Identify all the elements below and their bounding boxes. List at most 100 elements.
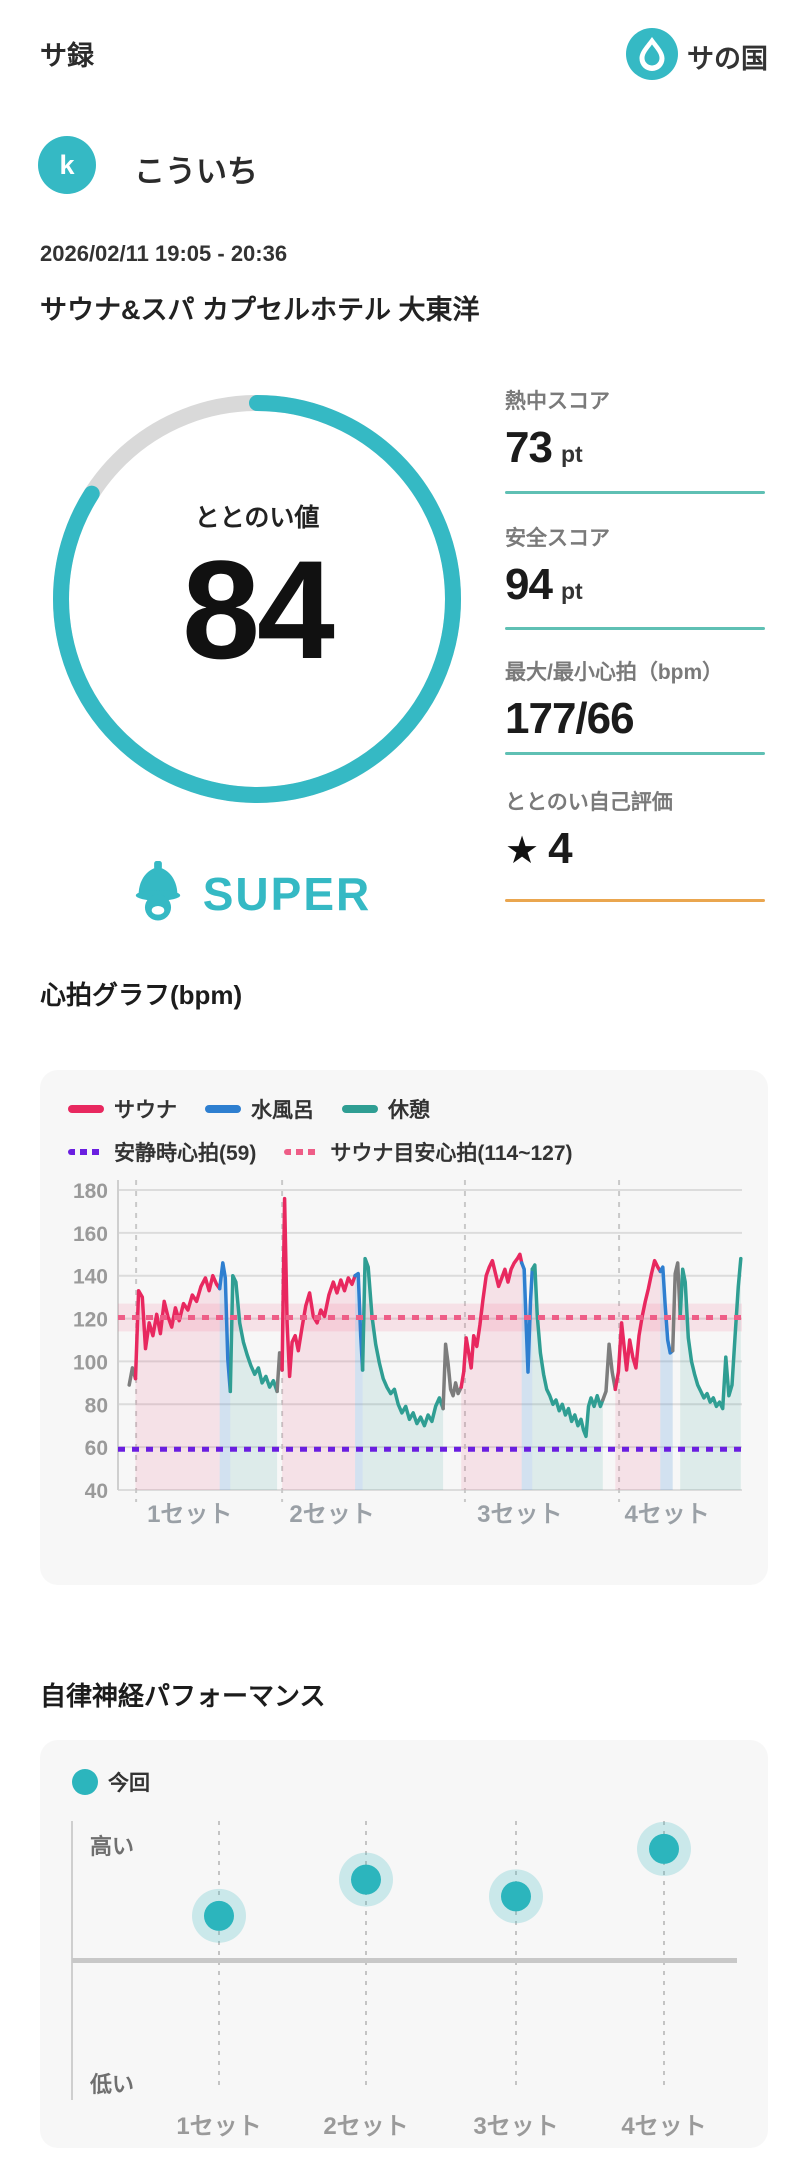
ytick-180: 180	[73, 1180, 108, 1203]
ytick-100: 100	[73, 1351, 108, 1374]
series-rest-11	[530, 1263, 605, 1439]
ytick-40: 40	[85, 1480, 108, 1503]
legend-guide-1-label: サウナ目安心拍(114~127)	[330, 1142, 573, 1165]
xlabel-set-1: 1セット	[147, 1501, 232, 1528]
dot-set-4	[649, 1833, 679, 1864]
area-rest-7	[362, 1258, 444, 1490]
xlabel-set-3: 3セット	[473, 2113, 558, 2140]
area-sauna-9	[461, 1254, 522, 1490]
stat-value-row: 73 pt	[505, 423, 765, 473]
legend-current: 今回	[72, 1767, 150, 1797]
legend-guide-0: 安静時心拍(59)	[68, 1137, 256, 1167]
stat-block-0: 熱中スコア 73 pt	[505, 385, 765, 494]
stat-value-row: 177/66	[505, 694, 765, 744]
star-icon: ★	[505, 830, 540, 872]
heart-rate-guide-legend: 安静時心拍(59) サウナ目安心拍(114~127)	[68, 1137, 573, 1167]
series-transition-12	[601, 1342, 618, 1402]
legend-current-label: 今回	[108, 1772, 150, 1795]
series-water-14	[658, 1265, 675, 1355]
session-datetime: 2026/02/11 19:05 - 20:36	[40, 241, 288, 266]
dot-set-2	[351, 1864, 381, 1895]
rating-row: SUPER	[55, 860, 445, 927]
stat-block-2: 最大/最小心拍（bpm） 177/66	[505, 656, 765, 755]
series-transition-15	[670, 1261, 682, 1353]
area-sauna-1	[135, 1275, 220, 1490]
area-sauna-5	[282, 1198, 356, 1490]
stat-value-row: 94 pt	[505, 560, 765, 610]
stat-label: 熱中スコア	[505, 390, 610, 413]
stat-value: 177/66	[505, 694, 635, 743]
legend-series-0-label: サウナ	[114, 1099, 177, 1122]
rating-text: SUPER	[202, 867, 372, 920]
autonomic-card: 今回 高い低い 1セット 2セット 3セット 4セット	[40, 1740, 768, 2148]
avatar-initial: k	[59, 149, 75, 180]
series-rest-16	[678, 1256, 743, 1411]
series-transition-8	[441, 1342, 463, 1411]
dot-set-3	[501, 1881, 531, 1912]
series-sauna-13	[613, 1258, 663, 1392]
xlabel-set-1: 1セット	[176, 2113, 261, 2140]
area-water-6	[355, 1273, 363, 1490]
stat-block-1: 安全スコア 94 pt	[505, 522, 765, 630]
legend-series-2-label: 休憩	[388, 1099, 430, 1122]
series-water-10	[519, 1261, 535, 1374]
series-rest-7	[360, 1256, 445, 1428]
avatar[interactable]: k	[38, 136, 96, 194]
series-sauna-1	[133, 1273, 222, 1381]
ytick-60: 60	[85, 1437, 108, 1460]
logo-text: サの国	[687, 44, 768, 74]
gauge-label: ととのい値	[194, 504, 320, 532]
ylabel-low: 低い	[89, 2072, 134, 2097]
stat-block-3: ととのい自己評価 ★ 4	[505, 786, 765, 902]
area-sauna-13	[615, 1260, 661, 1490]
section-title-autonomic: 自律神経パフォーマンス	[40, 1681, 326, 1711]
area-rest-11	[532, 1265, 603, 1490]
series-water-2	[217, 1261, 233, 1394]
stat-unit: pt	[560, 578, 583, 604]
stat-label: 安全スコア	[505, 527, 610, 550]
sauna-hat-icon	[129, 860, 187, 927]
legend-series-1-swatch	[205, 1105, 241, 1113]
legend-series-2: 休憩	[342, 1094, 430, 1124]
legend-guide-1: サウナ目安心拍(114~127)	[284, 1137, 573, 1167]
area-water-14	[660, 1267, 673, 1490]
autonomic-legend: 今回	[72, 1767, 150, 1797]
xlabel-set-2: 2セット	[323, 2113, 408, 2140]
heart-rate-chart: 180 160 140 120 100 80 60 40 1セット 2セット 3セット 4セット	[73, 1180, 743, 1528]
xlabel-set-4: 4セット	[621, 2113, 706, 2140]
sanokuni-logo[interactable]: サの国	[626, 28, 768, 85]
stat-label: 最大/最小心拍（bpm）	[505, 661, 724, 684]
area-rest-16	[680, 1258, 741, 1490]
stat-value: 73	[505, 423, 553, 472]
series-rest-3	[228, 1273, 279, 1394]
legend-series-1-label: 水風呂	[251, 1099, 314, 1122]
dot-set-1	[204, 1900, 234, 1931]
stat-unit: pt	[560, 441, 583, 467]
xlabel-set-2: 2セット	[289, 1501, 374, 1528]
stat-value: 94	[505, 560, 553, 609]
ylabel-high: 高い	[90, 1834, 134, 1859]
heart-rate-legend: サウナ 水風呂 休憩	[68, 1094, 430, 1124]
ytick-80: 80	[85, 1394, 108, 1417]
xlabel-set-3: 3セット	[477, 1501, 562, 1528]
totonoi-gauge: ととのい値 84	[52, 394, 462, 804]
venue-name: サウナ&スパ カプセルホテル 大東洋	[40, 295, 480, 325]
stat-value: 4	[548, 824, 573, 873]
legend-series-0-swatch	[68, 1105, 104, 1113]
page-title: サ録	[40, 41, 94, 71]
legend-guide-0-swatch	[68, 1149, 104, 1155]
water-drop-icon	[626, 28, 678, 85]
area-rest-3	[230, 1275, 278, 1490]
legend-series-0: サウナ	[68, 1094, 177, 1124]
legend-series-1: 水風呂	[205, 1094, 314, 1124]
legend-series-2-swatch	[342, 1105, 378, 1113]
user-name: こういち	[134, 154, 258, 189]
stat-value-row: ★ 4	[505, 824, 765, 874]
ytick-120: 120	[73, 1309, 108, 1332]
gauge-ring	[53, 395, 461, 803]
ytick-160: 160	[73, 1223, 108, 1246]
xlabel-set-4: 4セット	[624, 1501, 709, 1528]
heart-rate-card: サウナ 水風呂 休憩 安静時心拍(59) サウナ目安心拍(114~127) 180 16…	[40, 1070, 768, 1585]
